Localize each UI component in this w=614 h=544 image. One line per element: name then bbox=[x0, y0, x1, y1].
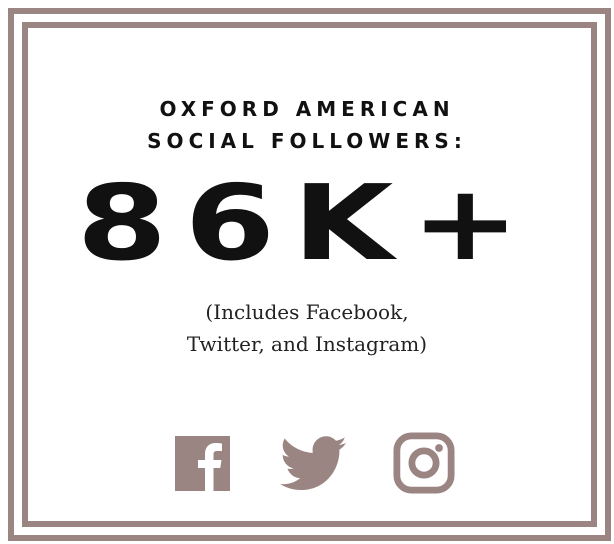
note-line-2: Twitter, and Instagram) bbox=[186, 332, 428, 356]
inner-border bbox=[22, 22, 597, 527]
facebook-icon[interactable] bbox=[175, 432, 237, 494]
follower-count: 86K+ bbox=[76, 162, 538, 284]
instagram-icon[interactable] bbox=[392, 432, 455, 494]
heading-line-1: OXFORD AMERICAN bbox=[159, 97, 455, 121]
heading-line-2: SOCIAL FOLLOWERS: bbox=[147, 129, 467, 153]
twitter-icon[interactable] bbox=[280, 432, 347, 494]
note-line-1: (Includes Facebook, bbox=[205, 300, 409, 324]
outer-border bbox=[8, 8, 611, 541]
